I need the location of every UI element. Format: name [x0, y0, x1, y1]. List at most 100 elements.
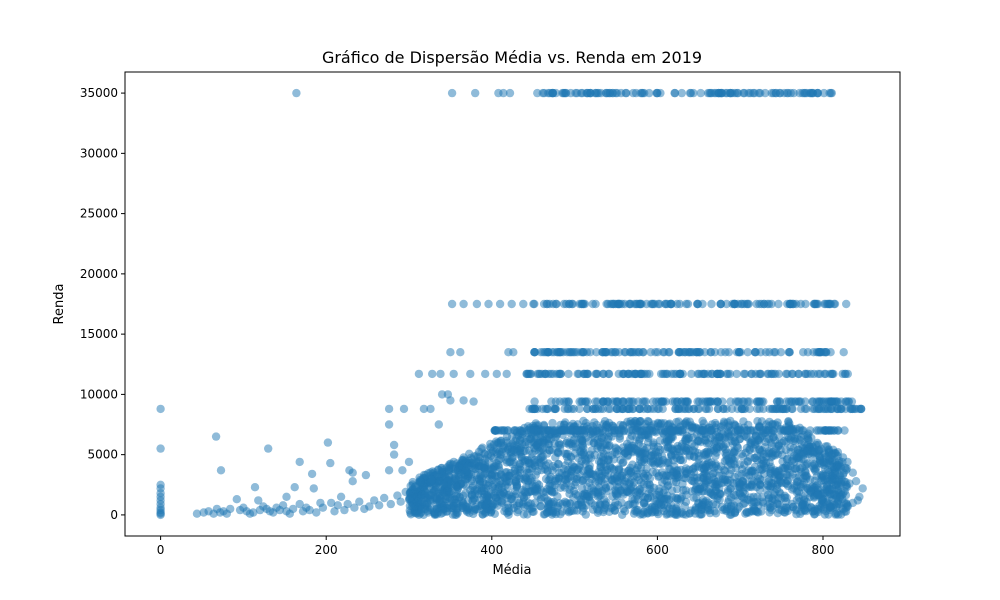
scatter-point: [843, 369, 852, 379]
scatter-point: [500, 507, 509, 516]
scatter-point: [699, 471, 708, 480]
scatter-point: [725, 369, 735, 379]
scatter-point: [421, 470, 430, 480]
scatter-point: [757, 397, 766, 406]
scatter-point: [695, 348, 704, 357]
scatter-point: [452, 499, 462, 508]
x-axis-ticks: 0 200 400 600 800: [157, 536, 835, 557]
scatter-point: [618, 458, 627, 467]
scatter-point: [593, 369, 602, 379]
scatter-point: [665, 348, 674, 357]
scatter-point: [839, 348, 848, 357]
scatter-point: [508, 459, 517, 469]
x-tick-label: 800: [812, 543, 835, 557]
y-tick-label: 5000: [87, 448, 118, 462]
scatter-point: [588, 404, 598, 414]
scatter-point: [564, 369, 573, 379]
scatter-point: [634, 475, 643, 485]
scatter-point: [755, 464, 765, 474]
scatter-point: [538, 348, 548, 357]
scatter-point: [295, 457, 304, 467]
scatter-point: [502, 472, 511, 481]
scatter-point: [780, 404, 789, 414]
scatter-point: [580, 299, 590, 309]
scatter-point: [502, 436, 511, 446]
scatter-point: [845, 479, 854, 488]
scatter-point: [499, 88, 508, 98]
scatter-point: [540, 439, 550, 448]
scatter-point: [533, 88, 542, 98]
scatter-point: [608, 492, 617, 501]
scatter-point: [730, 299, 739, 309]
scatter-point: [711, 461, 721, 471]
scatter-point: [835, 493, 845, 502]
scatter-point: [619, 504, 628, 513]
scatter-point: [534, 369, 544, 379]
scatter-point: [712, 437, 721, 446]
scatter-point: [511, 478, 520, 487]
scatter-point: [733, 426, 743, 435]
scatter-point: [799, 348, 808, 357]
scatter-point: [343, 499, 352, 509]
scatter-point: [788, 404, 797, 414]
scatter-point: [711, 487, 720, 496]
scatter-point: [649, 397, 658, 406]
scatter-point: [553, 492, 562, 501]
scatter-point: [621, 477, 630, 486]
scatter-point: [774, 440, 783, 449]
scatter-point: [477, 487, 486, 496]
scatter-point: [719, 442, 728, 451]
scatter-point: [740, 88, 749, 98]
scatter-point: [733, 404, 742, 414]
scatter-point: [481, 454, 490, 463]
scatter-point: [726, 501, 736, 511]
scatter-point: [603, 455, 613, 464]
scatter-point: [649, 420, 658, 429]
scatter-point: [832, 500, 842, 509]
scatter-point: [783, 464, 792, 473]
scatter-point: [670, 462, 679, 471]
scatter-point: [496, 454, 505, 463]
scatter-point: [386, 499, 395, 509]
scatter-point: [694, 498, 703, 508]
scatter-point: [737, 491, 746, 501]
scatter-point: [632, 491, 642, 500]
scatter-point: [737, 469, 746, 479]
scatter-point: [375, 501, 384, 510]
scatter-point: [604, 369, 613, 379]
scatter-point: [782, 503, 791, 512]
scatter-point: [613, 471, 622, 480]
scatter-point: [797, 468, 806, 477]
scatter-point: [711, 418, 720, 428]
scatter-point: [389, 450, 399, 459]
scatter-point: [834, 481, 843, 491]
scatter-point: [658, 404, 667, 414]
scatter-point: [430, 509, 439, 518]
scatter-point: [487, 464, 496, 474]
scatter-point: [458, 461, 467, 471]
scatter-point: [505, 490, 514, 499]
scatter-point: [458, 473, 468, 482]
scatter-point: [548, 466, 557, 475]
scatter-point: [789, 483, 798, 493]
scatter-point: [717, 88, 726, 98]
scatter-point: [547, 487, 557, 496]
scatter-point: [579, 449, 588, 458]
scatter-point: [401, 487, 410, 497]
scatter-point: [788, 299, 798, 309]
scatter-point: [465, 449, 474, 458]
scatter-point: [756, 447, 765, 456]
scatter-point: [380, 493, 389, 503]
scatter-point: [554, 473, 563, 482]
scatter-point: [785, 348, 794, 357]
scatter-point: [737, 449, 746, 459]
scatter-point: [682, 299, 691, 309]
scatter-point: [598, 404, 608, 414]
scatter-point: [555, 499, 564, 508]
scatter-point: [633, 505, 643, 515]
scatter-point: [513, 508, 522, 517]
scatter-point: [570, 348, 580, 357]
scatter-point: [743, 480, 752, 489]
scatter-point: [709, 444, 718, 453]
scatter-point: [497, 491, 506, 500]
